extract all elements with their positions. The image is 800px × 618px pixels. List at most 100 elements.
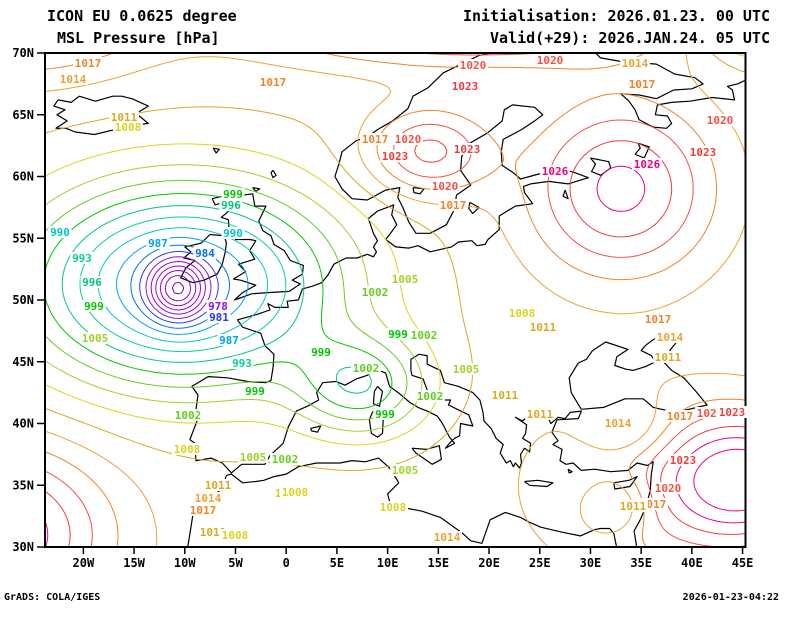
contour-label: 999 <box>223 188 243 201</box>
isobar-978 <box>145 256 212 319</box>
contour-label-mask <box>380 150 410 162</box>
contour-label: 1002 <box>417 390 444 403</box>
contour-label-mask <box>270 453 300 465</box>
contour-label: 1023 <box>690 146 717 159</box>
contour-label: 1002 <box>272 453 299 466</box>
contour-label-mask <box>80 276 104 288</box>
contour-label-mask <box>603 417 633 429</box>
isobar-1023 <box>45 139 746 547</box>
contour-label-mask <box>113 121 143 133</box>
lon-axis-label: 35E <box>630 556 652 570</box>
contour-label-mask <box>688 146 718 158</box>
contour-label: 1011 <box>620 500 647 513</box>
contour-label: 1008 <box>174 443 201 456</box>
contour-label: 1017 <box>645 313 672 326</box>
contour-label: 1017 <box>440 199 467 212</box>
contour-label-mask <box>415 390 445 402</box>
isobar-1026 <box>45 165 746 547</box>
contour-label-mask <box>73 57 103 69</box>
contour-label-mask <box>206 300 230 312</box>
contour-label: 1017 <box>75 57 102 70</box>
contour-label: 1008 <box>380 501 407 514</box>
valid-time-label: Valid(+29): 2026.JAN.24. 05 UTC <box>490 29 770 47</box>
contour-label-mask <box>450 80 480 92</box>
contour-label: 987 <box>148 237 168 250</box>
contour-label: 999 <box>84 300 104 313</box>
contour-label-mask <box>70 252 94 264</box>
contour-label-mask <box>432 531 462 543</box>
contour-label-mask <box>109 111 139 123</box>
contour-label: 1011 <box>655 351 682 364</box>
contour-label-mask <box>203 479 233 491</box>
contour-label-mask <box>58 73 88 85</box>
contour-label: 999 <box>375 408 395 421</box>
contour-label-mask <box>528 321 558 333</box>
contour-label-mask <box>217 334 241 346</box>
contour-label: 1005 <box>392 464 419 477</box>
contour-label-mask <box>438 199 468 211</box>
contour-label: 981 <box>209 311 229 324</box>
lon-axis-label: 20W <box>73 556 95 570</box>
contour-label: 1014 <box>434 531 461 544</box>
contour-label: 1014 <box>195 492 222 505</box>
lon-axis-label: 15W <box>123 556 145 570</box>
contour-label: 999 <box>311 346 331 359</box>
contour-label: 1005 <box>240 451 267 464</box>
contour-label: 999 <box>245 385 265 398</box>
lat-axis-label: 50N <box>12 293 34 307</box>
lat-axis-label: 35N <box>12 478 34 492</box>
contour-label-mask <box>390 464 420 476</box>
contour-label-mask <box>705 114 735 126</box>
lon-axis-label: 40E <box>681 556 703 570</box>
lon-axis-label: 25E <box>529 556 551 570</box>
contour-label: 993 <box>72 252 92 265</box>
contour-label-mask <box>668 454 698 466</box>
contour-label: 1008 <box>282 486 309 499</box>
isobar-972 <box>155 265 202 311</box>
contour-label-mask <box>188 504 218 516</box>
contour-label: 996 <box>221 199 241 212</box>
contour-label-mask <box>451 363 481 375</box>
contour-label-mask <box>220 529 250 541</box>
contour-label: 1005 <box>453 363 480 376</box>
contour-label: 978 <box>208 300 228 313</box>
contour-label-mask <box>360 133 390 145</box>
contour-label: 1002 <box>175 409 202 422</box>
grads-credit: GrADS: COLA/IGES <box>4 592 101 603</box>
contour-label-mask <box>48 226 72 238</box>
lon-axis-label: 0 <box>283 556 290 570</box>
isobar-1002 <box>45 179 408 421</box>
contour-label-mask <box>193 247 217 259</box>
contour-label-mask <box>280 486 310 498</box>
isobar-999 <box>45 193 393 410</box>
lon-axis-label: 45E <box>732 556 754 570</box>
isobar-993 <box>79 216 287 353</box>
lat-axis-label: 65N <box>12 108 34 122</box>
contour-label: 1008 <box>115 121 142 134</box>
contour-label: 1026 <box>542 165 569 178</box>
lat-axis-label: 40N <box>12 417 34 431</box>
axes: 70N 65N 60N 55N 50N 45N 40N 35N 30N 20W 15W 10W 5W 0 5… <box>12 46 753 570</box>
contour-label: 1014 <box>605 417 632 430</box>
contour-label-mask <box>221 227 245 239</box>
contour-label-mask <box>665 410 695 422</box>
contour-label: 984 <box>195 247 215 260</box>
contour-label: 1005 <box>392 273 419 286</box>
isobar-975 <box>150 261 206 315</box>
contour-label-mask <box>207 311 231 323</box>
isobar-1029 <box>693 448 746 512</box>
contour-label: 1020 <box>655 482 682 495</box>
contour-label: 1020 <box>432 180 459 193</box>
isobar-contours <box>45 53 746 547</box>
contour-label-mask <box>221 188 245 200</box>
contour-label: 1011 <box>200 526 227 539</box>
contour-label-mask <box>219 199 243 211</box>
lat-axis-label: 60N <box>12 170 34 184</box>
contour-label: 1008 <box>222 529 249 542</box>
contour-label-mask <box>653 482 683 494</box>
contour-label-mask <box>230 357 254 369</box>
contour-label: 1023 <box>382 150 409 163</box>
contour-label-mask <box>238 451 268 463</box>
